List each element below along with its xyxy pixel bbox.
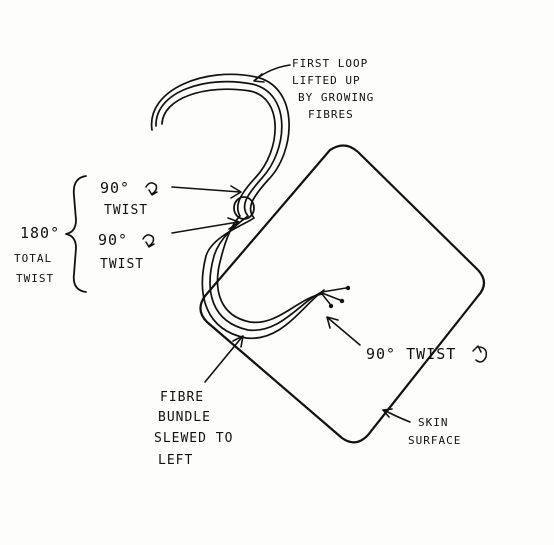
total-twist-label: 180° TOTAL TWIST (14, 224, 60, 285)
right-twist-label: 90° TWIST (366, 345, 456, 363)
lower-twist-label: 90° TWIST (98, 231, 144, 272)
first-loop-line-3: BY GROWING (298, 91, 374, 104)
skin-surface-label: SKIN SURFACE (408, 416, 461, 447)
skin-surface-outline (199, 144, 486, 444)
skin-arrow (382, 408, 411, 423)
lower-twist-arrow (171, 217, 240, 234)
upper-twist-angle: 90° (100, 179, 130, 197)
bundle-line-3: SLEWED TO (154, 431, 233, 446)
loop-arrow (253, 64, 291, 83)
upper-twist-arrow (171, 185, 242, 199)
first-loop-label: FIRST LOOP LIFTED UP BY GROWING FIBRES (292, 57, 374, 121)
skin-line-2: SURFACE (408, 434, 461, 447)
upper-twist-label: 90° TWIST (100, 179, 148, 218)
bundle-line-1: FIBRE (160, 390, 204, 405)
total-twist-angle: 180° (20, 224, 60, 242)
fibre-bundle-label: FIBRE BUNDLE SLEWED TO LEFT (154, 390, 233, 468)
skin-line-1: SKIN (418, 416, 449, 429)
lower-twist-angle: 90° (98, 231, 128, 249)
twist-rotation-icon-lower (142, 234, 155, 248)
bundle-line-4: LEFT (158, 453, 193, 468)
upper-twist-word: TWIST (104, 203, 148, 218)
twist-rotation-icon-upper (145, 182, 158, 196)
lower-twist-word: TWIST (100, 257, 144, 272)
total-twist-word-2: TWIST (16, 272, 54, 285)
right-twist-arrow (326, 316, 361, 346)
twist-group-brace (65, 175, 87, 293)
first-loop-line-1: FIRST LOOP (292, 57, 368, 70)
first-loop-line-2: LIFTED UP (292, 74, 361, 87)
twist-rotation-icon-right (472, 345, 488, 363)
total-twist-word-1: TOTAL (14, 252, 52, 265)
bundle-line-2: BUNDLE (158, 410, 211, 425)
first-loop-line-4: FIBRES (308, 108, 354, 121)
bundle-arrow (204, 335, 244, 383)
fibre-bundle (150, 73, 351, 339)
